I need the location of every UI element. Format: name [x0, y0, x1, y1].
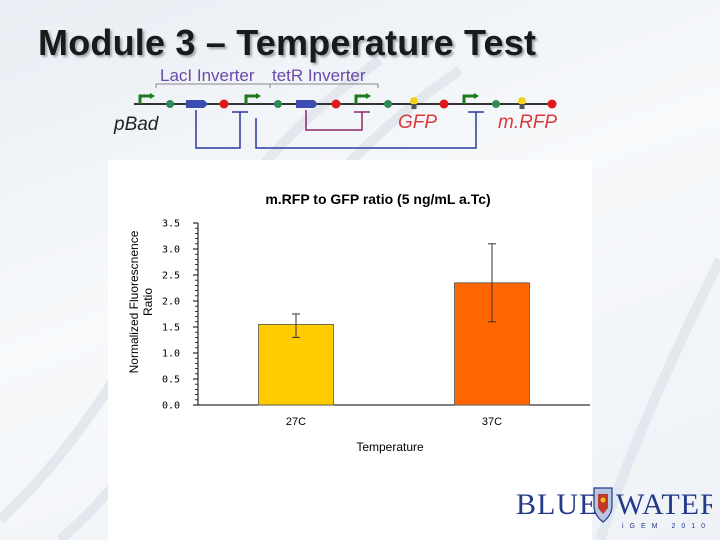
repression-line-pbad [255, 111, 484, 149]
rbs-icon-1 [166, 100, 174, 108]
laci-inverter-label: LacI Inverter [160, 66, 255, 85]
y-axis-label-line-2: Ratio [141, 288, 155, 316]
bluewater-logo: BLUE WATER iGEM 2010 [516, 487, 712, 530]
y-axis-label-line-1: Normalized Fluorescnence [127, 230, 141, 373]
gfp-label: GFP [398, 112, 438, 133]
tetr-inverter-label: tetR Inverter [272, 66, 366, 85]
promoter-icon-4 [462, 93, 479, 104]
chart-panel: m.RFP to GFP ratio (5 ng/mL a.Tc) Normal… [108, 160, 592, 540]
chart-title: m.RFP to GFP ratio (5 ng/mL a.Tc) [265, 191, 490, 207]
logo-subtitle: iGEM 2010 [622, 523, 711, 530]
y-tick-label: 1.5 [162, 323, 180, 334]
bar-chart: m.RFP to GFP ratio (5 ng/mL a.Tc) Normal… [127, 191, 590, 454]
y-tick-label: 0.0 [162, 401, 180, 412]
logo-left-word: BLUE [516, 488, 598, 521]
terminator-icon-1 [219, 99, 229, 109]
terminator-icon-2 [331, 99, 341, 109]
terminator-icon-4 [547, 99, 557, 109]
slide-title: Module 3 – Temperature Test [38, 22, 537, 63]
x-axis-label: Temperature [356, 440, 424, 454]
gene-icon-laci [186, 100, 208, 108]
plot-area: 0.0 0.5 1.0 1.5 2.0 2.5 3.0 3.5 27C 37C [162, 219, 590, 428]
tetr-inverter-bracket [269, 83, 379, 88]
promoter-icon-3 [354, 93, 371, 104]
y-tick-label: 3.0 [162, 245, 180, 256]
pbad-label: pBad [114, 114, 159, 135]
rbs-icon-2 [274, 100, 282, 108]
x-tick-label: 37C [482, 416, 502, 428]
y-tick-label: 2.5 [162, 271, 180, 282]
y-axis-label: Normalized Fluorescnence Ratio [127, 230, 155, 373]
mrfp-label: m.RFP [498, 112, 558, 133]
gene-icon-tetr [296, 100, 318, 108]
crest-icon [593, 487, 613, 523]
x-tick-label: 27C [286, 416, 306, 428]
promoter-icon-2 [244, 93, 261, 104]
logo-right-word: WATER [616, 488, 712, 521]
repression-line-tetr [305, 110, 370, 131]
y-tick-label: 0.5 [162, 375, 180, 386]
y-tick-label: 2.0 [162, 297, 180, 308]
rbs-icon-3 [384, 100, 392, 108]
rbs-icon-4 [492, 100, 500, 108]
mrfp-bulb-icon [518, 97, 526, 109]
gfp-bulb-icon [410, 97, 418, 109]
promoter-icon-1 [138, 93, 155, 104]
y-tick-label: 1.0 [162, 349, 180, 360]
y-tick-label: 3.5 [162, 219, 180, 230]
repression-line-laci [195, 110, 248, 149]
terminator-icon-3 [439, 99, 449, 109]
genetic-construct-diagram [134, 83, 557, 149]
